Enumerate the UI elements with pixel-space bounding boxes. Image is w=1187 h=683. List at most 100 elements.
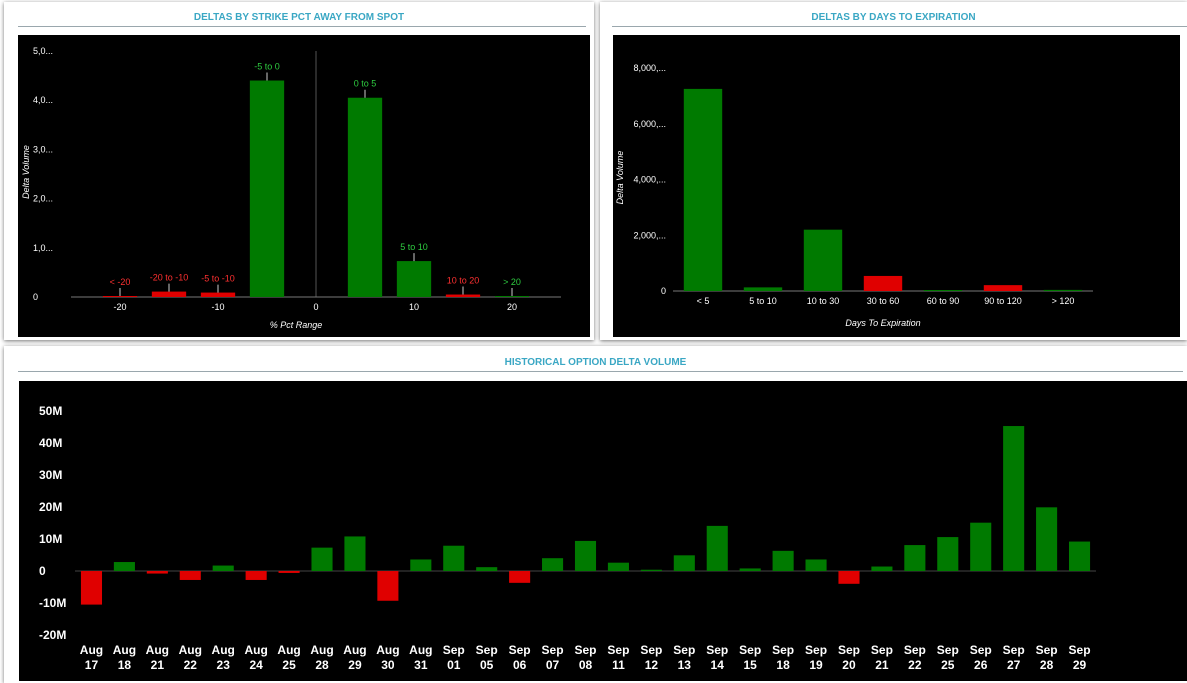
x-tick-month: Sep (509, 643, 531, 657)
x-tick-month: Sep (1003, 643, 1025, 657)
x-tick-label: 10 to 30 (807, 296, 840, 306)
bar-data-label: < -20 (110, 277, 131, 287)
expiry-panel-divider (612, 26, 1187, 27)
x-tick-month: Sep (607, 643, 629, 657)
strike-panel-title: DELTAS BY STRIKE PCT AWAY FROM SPOT (193, 12, 405, 23)
bar (212, 565, 234, 571)
x-tick-day: 13 (678, 658, 692, 672)
y-axis-title: Delta Volume (21, 145, 31, 199)
y-tick-label: 40M (39, 436, 62, 450)
bar (445, 294, 481, 297)
x-tick-day: 06 (513, 658, 527, 672)
x-tick-month: Aug (343, 643, 366, 657)
x-tick-day: 19 (809, 658, 823, 672)
history-panel: HISTORICAL OPTION DELTA VOLUME 50M 40M 30M… (4, 346, 1187, 683)
x-tick-day: 31 (414, 658, 428, 672)
x-tick-day: 14 (711, 658, 725, 672)
y-axis-title: Delta Volume (615, 151, 625, 205)
x-tick-label: -10 (211, 302, 224, 312)
x-tick-day: 18 (118, 658, 132, 672)
x-tick-month: Sep (772, 643, 794, 657)
y-tick-label: 0 (33, 292, 38, 302)
x-axis-title: Days To Expiration (845, 318, 920, 328)
y-tick-label: 3,0... (33, 144, 53, 154)
x-tick-month: Aug (80, 643, 103, 657)
chart-background (19, 381, 1187, 681)
x-tick-day: 28 (315, 658, 329, 672)
x-tick-day: 07 (546, 658, 560, 672)
bar (410, 559, 432, 571)
bar (245, 571, 267, 580)
bar (1043, 289, 1083, 291)
x-tick-day: 12 (645, 658, 659, 672)
bar (443, 545, 465, 571)
x-tick-day: 21 (151, 658, 165, 672)
bar (1068, 541, 1091, 571)
bar (80, 571, 103, 605)
x-tick-month: Sep (640, 643, 662, 657)
y-tick-label: 6,000,... (633, 119, 666, 129)
x-tick-label: < 5 (697, 296, 710, 306)
history-panel-divider (18, 371, 1183, 372)
bar (838, 571, 860, 584)
x-tick-day: 29 (1073, 658, 1087, 672)
bar (311, 547, 333, 571)
x-tick-day: 15 (743, 658, 757, 672)
x-tick-label: -20 (113, 302, 126, 312)
x-tick-day: 05 (480, 658, 494, 672)
chart-background (18, 35, 590, 337)
expiry-panel: DELTAS BY DAYS TO EXPIRATION 0 2,000,... 4… (600, 2, 1187, 340)
x-tick-day: 27 (1007, 658, 1021, 672)
x-tick-month: Sep (838, 643, 860, 657)
x-tick-day: 01 (447, 658, 461, 672)
expiry-panel-title: DELTAS BY DAYS TO EXPIRATION (811, 12, 976, 23)
bar (803, 229, 843, 291)
x-tick-month: Aug (244, 643, 267, 657)
bar (743, 287, 783, 291)
x-tick-day: 22 (908, 658, 922, 672)
x-tick-day: 29 (348, 658, 362, 672)
y-tick-label: 0 (661, 286, 666, 296)
y-tick-label: 4,000,... (633, 175, 666, 185)
x-tick-label: 20 (507, 302, 517, 312)
x-tick-day: 18 (776, 658, 790, 672)
bar (249, 80, 285, 297)
x-tick-month: Sep (937, 643, 959, 657)
bar (937, 537, 959, 571)
x-tick-label: 10 (409, 302, 419, 312)
y-tick-label: 2,000,... (633, 230, 666, 240)
bar (683, 88, 723, 291)
strike-chart: 0 1,0... 2,0... 3,0... 4,0... 5,0... -20 -10 0 10… (18, 35, 590, 337)
x-tick-label: 0 (313, 302, 318, 312)
y-tick-label: 50M (39, 404, 62, 418)
bar-data-label: -5 to -10 (201, 274, 235, 284)
x-tick-day: 17 (85, 658, 99, 672)
bar (494, 296, 530, 297)
bar (377, 571, 399, 601)
x-tick-label: 5 to 10 (749, 296, 777, 306)
x-tick-day: 21 (875, 658, 889, 672)
strike-panel: DELTAS BY STRIKE PCT AWAY FROM SPOT 0 1,0… (4, 2, 594, 340)
x-tick-day: 26 (974, 658, 988, 672)
x-tick-day: 22 (184, 658, 198, 672)
bar (673, 555, 695, 571)
bar-data-label: -20 to -10 (150, 273, 189, 283)
x-tick-month: Sep (673, 643, 695, 657)
bar (344, 536, 366, 571)
x-tick-month: Sep (1069, 643, 1091, 657)
y-tick-label: 4,0... (33, 95, 53, 105)
x-tick-month: Aug (310, 643, 333, 657)
bar (607, 562, 629, 571)
bar (347, 97, 383, 297)
x-tick-label: 60 to 90 (927, 296, 960, 306)
x-tick-month: Aug (212, 643, 235, 657)
x-tick-day: 25 (282, 658, 296, 672)
bar (476, 567, 498, 571)
x-tick-month: Sep (739, 643, 761, 657)
bar-data-label: 0 to 5 (354, 79, 377, 89)
y-tick-label: 1,0... (33, 243, 53, 253)
x-tick-month: Sep (871, 643, 893, 657)
x-axis-title: % Pct Range (270, 320, 323, 330)
x-tick-day: 23 (217, 658, 231, 672)
x-tick-day: 28 (1040, 658, 1054, 672)
